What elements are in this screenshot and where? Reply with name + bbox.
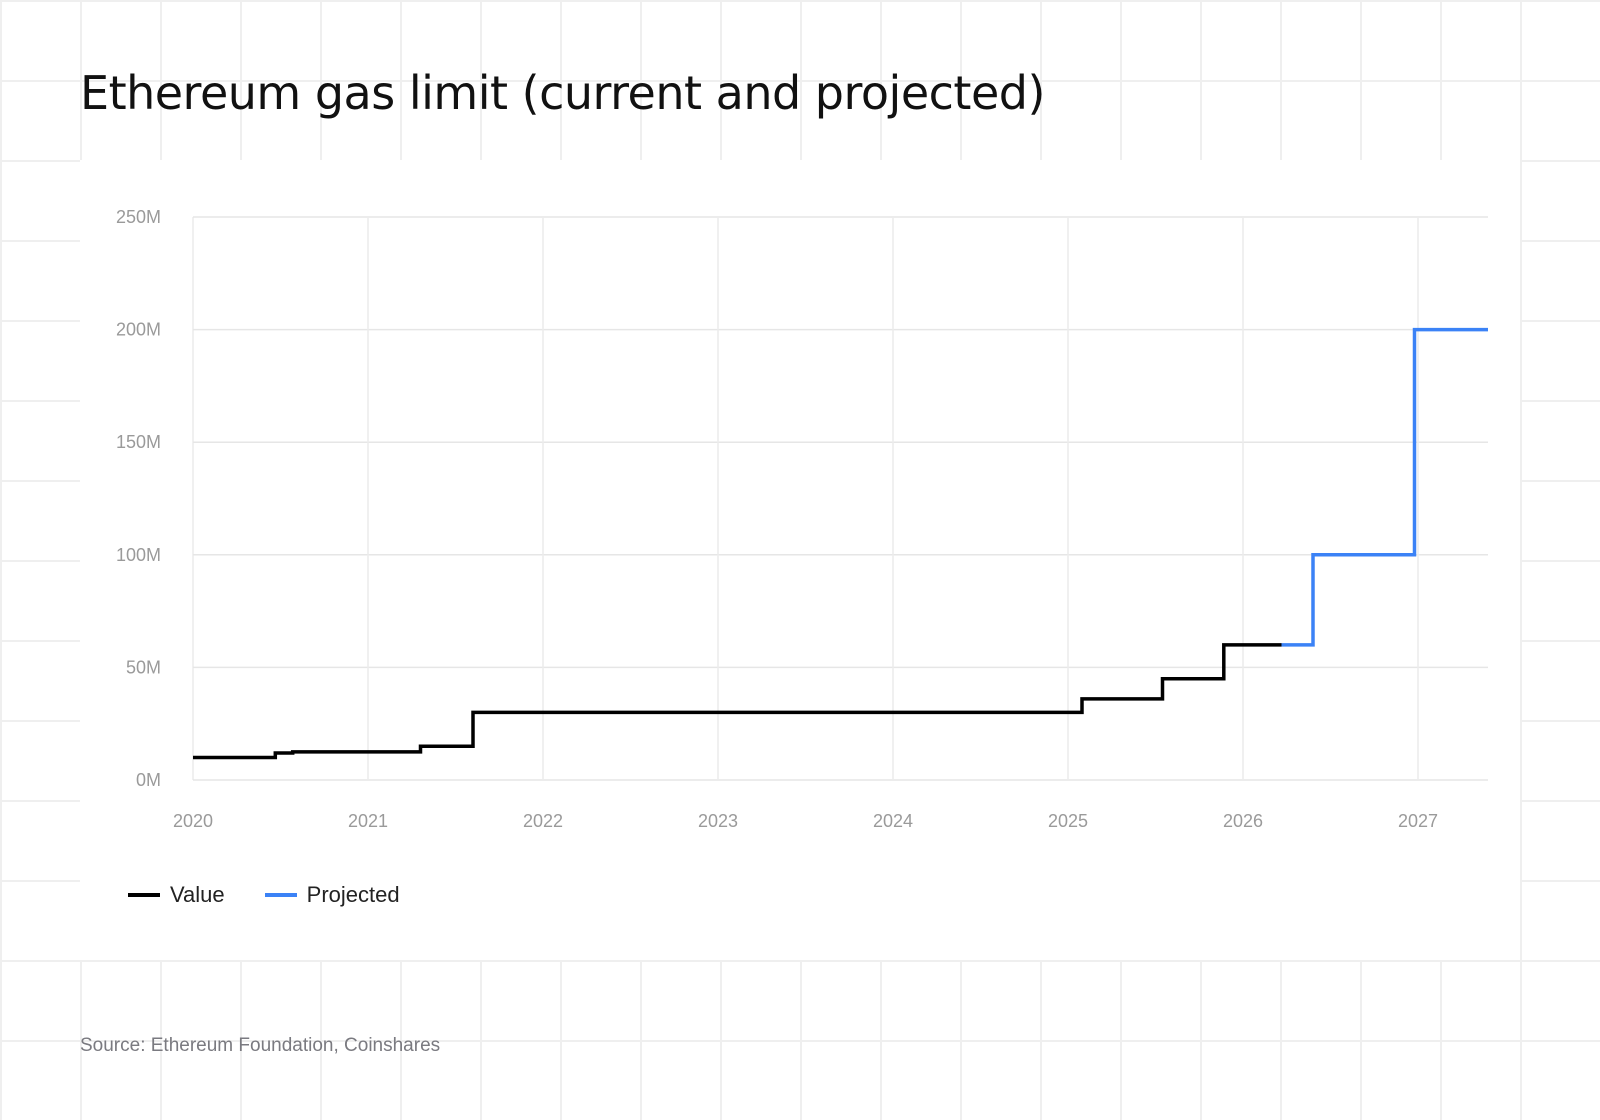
chart-title: Ethereum gas limit (current and projecte… bbox=[80, 66, 1045, 120]
legend-item-value[interactable]: Value bbox=[128, 882, 225, 908]
y-tick-label: 250M bbox=[116, 207, 161, 227]
y-tick-label: 200M bbox=[116, 320, 161, 340]
legend: Value Projected bbox=[128, 882, 400, 908]
x-tick-label: 2021 bbox=[348, 811, 388, 831]
y-axis-tick-labels: 0M 50M 100M 150M 200M 250M bbox=[116, 207, 161, 790]
y-tick-label: 0M bbox=[136, 770, 161, 790]
y-tick-label: 50M bbox=[126, 657, 161, 677]
legend-label-projected: Projected bbox=[306, 882, 400, 907]
legend-label-value: Value bbox=[170, 882, 225, 907]
x-tick-label: 2026 bbox=[1223, 811, 1263, 831]
x-tick-label: 2027 bbox=[1398, 811, 1438, 831]
source-note: Source: Ethereum Foundation, Coinshares bbox=[80, 1035, 441, 1056]
legend-swatch-projected bbox=[264, 893, 297, 897]
x-tick-label: 2023 bbox=[698, 811, 738, 831]
x-tick-label: 2025 bbox=[1048, 811, 1088, 831]
x-tick-label: 2024 bbox=[873, 811, 913, 831]
data-series bbox=[193, 327, 1488, 760]
x-tick-label: 2022 bbox=[523, 811, 563, 831]
x-axis-tick-labels: 2020 2021 2022 2023 2024 2025 2026 2027 bbox=[173, 811, 1438, 831]
y-tick-label: 150M bbox=[116, 432, 161, 452]
chart-card: 0M 50M 100M 150M 200M 250M 2020 2021 2022 2023 20… bbox=[80, 160, 1520, 960]
x-tick-label: 2020 bbox=[173, 811, 213, 831]
legend-item-projected[interactable]: Projected bbox=[264, 882, 400, 908]
grid-lines bbox=[192, 216, 1488, 781]
series-line-value bbox=[193, 643, 1282, 760]
y-tick-label: 100M bbox=[116, 545, 161, 565]
legend-swatch-value bbox=[128, 893, 160, 897]
series-line-projected bbox=[1281, 327, 1488, 647]
